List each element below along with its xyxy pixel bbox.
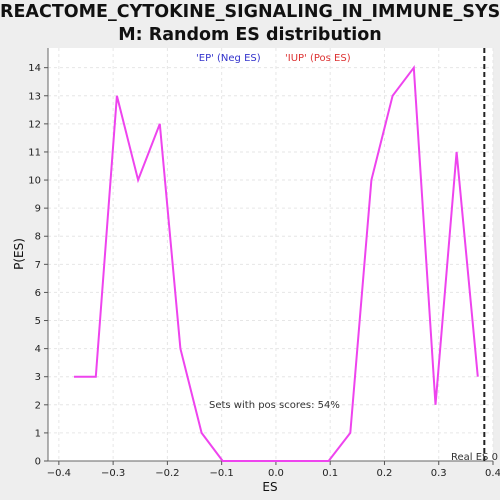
y-tick-label: 10: [28, 176, 41, 187]
x-tick-label: −0.4: [47, 468, 71, 479]
x-tick-label: −0.2: [155, 468, 179, 479]
x-ticks: −0.4 −0.3 −0.2 −0.1 0.0 0.1 0.2 0.3 0.4: [47, 461, 500, 479]
y-tick-label: 12: [28, 119, 41, 130]
x-tick-label: 0.1: [322, 468, 338, 479]
x-tick-label: 0.2: [377, 468, 393, 479]
pos-scores-annotation: Sets with pos scores: 54%: [209, 400, 340, 411]
y-tick-label: 1: [35, 428, 41, 439]
y-tick-label: 8: [35, 232, 41, 243]
y-tick-label: 14: [28, 63, 41, 74]
chart-title-line2: M: Random ES distribution: [118, 25, 382, 45]
grid-lines: [48, 48, 494, 462]
x-tick-label: 0.4: [485, 468, 500, 479]
y-tick-label: 9: [35, 204, 41, 215]
chart-title-line1: REACTOME_CYTOKINE_SIGNALING_IN_IMMUNE_SY…: [0, 2, 500, 22]
series-layer: [74, 64, 479, 462]
x-tick-label: 0.0: [268, 468, 284, 479]
y-tick-label: 5: [35, 316, 41, 327]
y-tick-label: 3: [35, 372, 41, 383]
legend-neg-es: 'EP' (Neg ES): [196, 53, 261, 64]
x-tick-label: −0.3: [101, 468, 125, 479]
y-tick-label: 11: [28, 147, 41, 158]
y-tick-label: 0: [35, 457, 41, 468]
x-tick-label: 0.3: [431, 468, 447, 479]
y-tick-label: 6: [35, 288, 41, 299]
chart-title: REACTOME_CYTOKINE_SIGNALING_IN_IMMUNE_SY…: [0, 1, 500, 47]
y-tick-label: 2: [35, 400, 41, 411]
es-distribution-line: [74, 64, 479, 462]
y-tick-label: 13: [28, 91, 41, 102]
x-tick-label: −0.1: [210, 468, 234, 479]
real-es-label: Real ES 0: [451, 452, 498, 463]
x-axis-title: ES: [262, 480, 277, 494]
y-tick-label: 7: [35, 260, 41, 271]
legend-pos-es: 'IUP' (Pos ES): [285, 53, 351, 64]
y-axis-title: P(ES): [12, 238, 26, 270]
y-tick-label: 4: [35, 344, 41, 355]
